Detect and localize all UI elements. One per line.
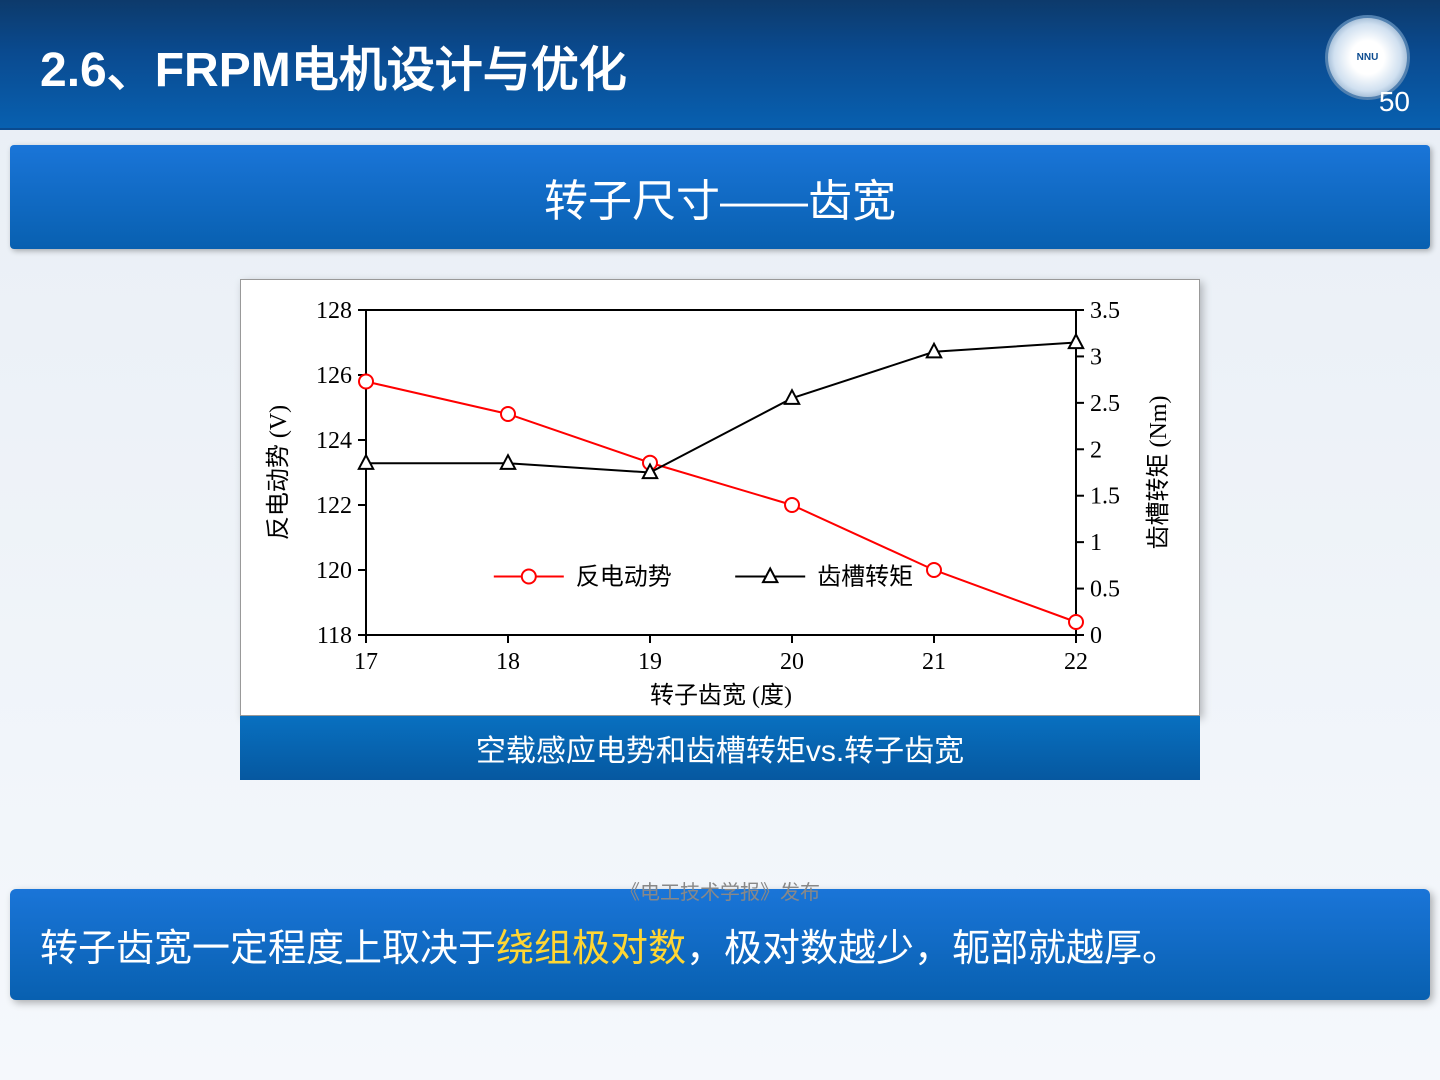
svg-text:3.5: 3.5: [1090, 298, 1120, 324]
svg-text:126: 126: [316, 363, 352, 389]
svg-text:1: 1: [1090, 530, 1102, 556]
svg-text:3: 3: [1090, 344, 1102, 370]
svg-text:反电动势: 反电动势: [576, 564, 672, 591]
svg-text:22: 22: [1064, 649, 1088, 675]
svg-text:0.5: 0.5: [1090, 577, 1120, 603]
svg-text:2.5: 2.5: [1090, 391, 1120, 417]
subtitle-bar: 转子尺寸——齿宽: [10, 145, 1430, 249]
page-number: 50: [1379, 86, 1410, 118]
slide-header: 2.6、FRPM电机设计与优化 NNU 50: [0, 0, 1440, 130]
svg-text:转子齿宽 (度): 转子齿宽 (度): [650, 682, 792, 709]
header-title: 2.6、FRPM电机设计与优化: [0, 0, 1440, 100]
watermark: 《电工技术学报》发布: [620, 876, 820, 905]
svg-text:齿槽转矩 (Nm): 齿槽转矩 (Nm): [1145, 396, 1172, 550]
svg-text:18: 18: [496, 649, 520, 675]
chart-caption: 空载感应电势和齿槽转矩vs.转子齿宽: [240, 716, 1200, 780]
svg-text:反电动势 (V): 反电动势 (V): [265, 405, 292, 540]
svg-text:20: 20: [780, 649, 804, 675]
chart-container: 171819202122转子齿宽 (度)118120122124126128反电…: [240, 279, 1200, 716]
svg-text:122: 122: [316, 493, 352, 519]
svg-text:128: 128: [316, 298, 352, 324]
svg-text:124: 124: [316, 428, 352, 454]
conclusion-box: 转子齿宽一定程度上取决于绕组极对数，极对数越少，轭部就越厚。: [10, 889, 1430, 1000]
conclusion-highlight: 绕组极对数: [496, 928, 686, 970]
svg-text:17: 17: [354, 649, 378, 675]
conclusion-suffix: ，极对数越少，轭部就越厚。: [686, 928, 1180, 970]
svg-text:0: 0: [1090, 623, 1102, 649]
svg-text:2: 2: [1090, 437, 1102, 463]
svg-text:19: 19: [638, 649, 662, 675]
svg-text:齿槽转矩: 齿槽转矩: [817, 564, 913, 591]
line-chart: 171819202122转子齿宽 (度)118120122124126128反电…: [241, 280, 1201, 715]
conclusion-prefix: 转子齿宽一定程度上取决于: [40, 928, 496, 970]
svg-text:118: 118: [317, 623, 352, 649]
svg-text:21: 21: [922, 649, 946, 675]
svg-text:1.5: 1.5: [1090, 484, 1120, 510]
svg-text:120: 120: [316, 558, 352, 584]
